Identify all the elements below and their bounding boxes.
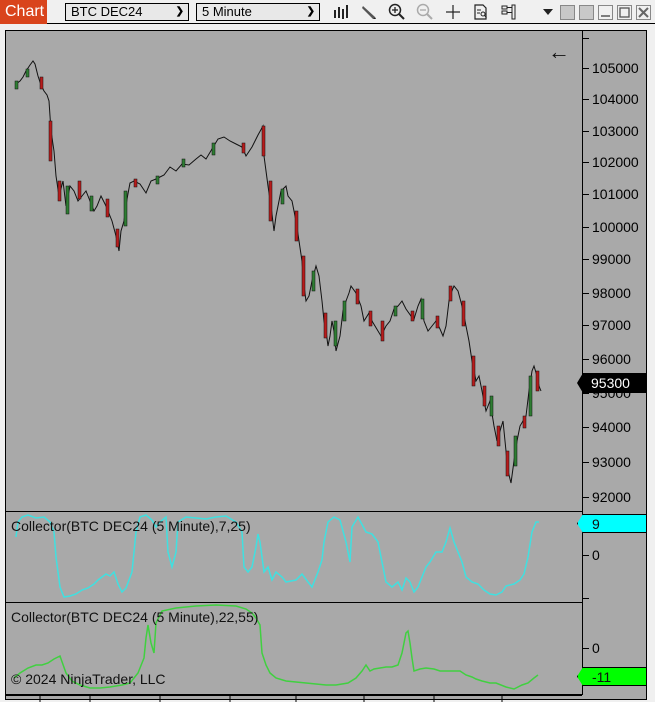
interval-selector[interactable]: 5 Minute ❯ <box>196 3 320 21</box>
time-axis[interactable] <box>6 695 582 702</box>
close-icon <box>638 7 649 18</box>
axis-tick <box>583 162 589 163</box>
indicator-2-axis[interactable]: 0 -11 <box>577 603 647 695</box>
instrument-selector[interactable]: BTC DEC24 ❯ <box>65 3 189 21</box>
axis-label: 92000 <box>592 489 631 505</box>
axis-tick <box>583 598 589 599</box>
chart-tab[interactable]: Chart <box>0 0 47 24</box>
instrument-value: BTC DEC24 <box>71 4 143 19</box>
axis-label: 93000 <box>592 454 631 470</box>
axis-label: 105000 <box>592 60 639 76</box>
minimize-button[interactable] <box>598 5 613 20</box>
properties-icon[interactable] <box>499 3 519 21</box>
chart-toolbar: Chart BTC DEC24 ❯ 5 Minute ❯ <box>0 0 655 24</box>
candlestick-series <box>14 60 542 484</box>
axis-tick <box>583 497 589 498</box>
indicator-1-label: Collector(BTC DEC24 (5 Minute),7,25) <box>11 518 251 534</box>
axis-label: 98000 <box>592 285 631 301</box>
axis-label: 100000 <box>592 219 639 235</box>
indicator-2-value-marker: -11 <box>577 667 647 686</box>
last-price-marker: 95300 <box>577 373 647 393</box>
drawing-tool-icon[interactable] <box>359 3 379 21</box>
axis-label: 94000 <box>592 419 631 435</box>
indicator-1-axis[interactable]: 9 0 <box>577 512 647 603</box>
chevron-down-icon: ❯ <box>306 6 315 17</box>
maximize-button[interactable] <box>617 5 632 20</box>
close-button[interactable] <box>636 5 651 20</box>
price-panel[interactable]: ← <box>6 31 582 512</box>
axis-tick <box>583 227 589 228</box>
zoom-in-icon[interactable] <box>387 3 407 21</box>
minimize-icon <box>601 15 610 17</box>
axis-label: 99000 <box>592 251 631 267</box>
zoom-out-icon[interactable] <box>415 3 435 21</box>
indicator-panel-2[interactable]: Collector(BTC DEC24 (5 Minute),22,55) © … <box>6 603 582 695</box>
bar-type-icon[interactable] <box>331 3 351 21</box>
axis-tick <box>583 427 589 428</box>
axis-tick <box>583 259 589 260</box>
axis-tick <box>583 99 589 100</box>
maximize-icon <box>619 7 630 18</box>
axis-tick <box>583 393 589 394</box>
chart-area[interactable]: ← 105000 104000 103000 102000 101000 100… <box>5 30 647 702</box>
indicator-2-line <box>13 604 539 690</box>
axis-label: 102000 <box>592 154 639 170</box>
axis-label: 0 <box>592 547 600 563</box>
price-axis[interactable]: 105000 104000 103000 102000 101000 10000… <box>577 31 647 512</box>
indicator-1-value-marker: 9 <box>577 514 647 533</box>
crosshair-icon[interactable] <box>443 3 463 21</box>
axis-tick <box>583 359 589 360</box>
axis-tick <box>583 462 589 463</box>
axis-label: 0 <box>592 640 600 656</box>
axis-tick <box>583 68 589 69</box>
axis-label: 97000 <box>592 317 631 333</box>
axis-tick <box>583 293 589 294</box>
window-option-button-2[interactable] <box>579 5 594 20</box>
dropdown-arrow-icon[interactable] <box>538 3 558 21</box>
axis-tick <box>583 194 589 195</box>
copyright-text: © 2024 NinjaTrader, LLC <box>11 671 166 687</box>
axis-tick <box>583 555 589 556</box>
axis-tick <box>583 131 589 132</box>
indicator-panel-1[interactable]: Collector(BTC DEC24 (5 Minute),7,25) <box>6 512 582 603</box>
axis-label: 96000 <box>592 351 631 367</box>
axis-tick <box>583 648 589 649</box>
candle-bodies <box>14 68 540 477</box>
axis-tick <box>583 325 589 326</box>
data-box-icon[interactable] <box>471 3 491 21</box>
back-arrow-icon[interactable]: ← <box>548 39 570 64</box>
window-option-button-1[interactable] <box>560 5 575 20</box>
chevron-down-icon: ❯ <box>175 6 184 17</box>
axis-label: 104000 <box>592 91 639 107</box>
axis-label: 103000 <box>592 123 639 139</box>
interval-value: 5 Minute <box>202 4 252 19</box>
axis-label: 101000 <box>592 186 639 202</box>
time-axis-ticks <box>39 696 503 702</box>
indicator-2-label: Collector(BTC DEC24 (5 Minute),22,55) <box>11 609 259 625</box>
axis-tick <box>583 38 589 39</box>
indicator-1-line <box>15 514 539 598</box>
